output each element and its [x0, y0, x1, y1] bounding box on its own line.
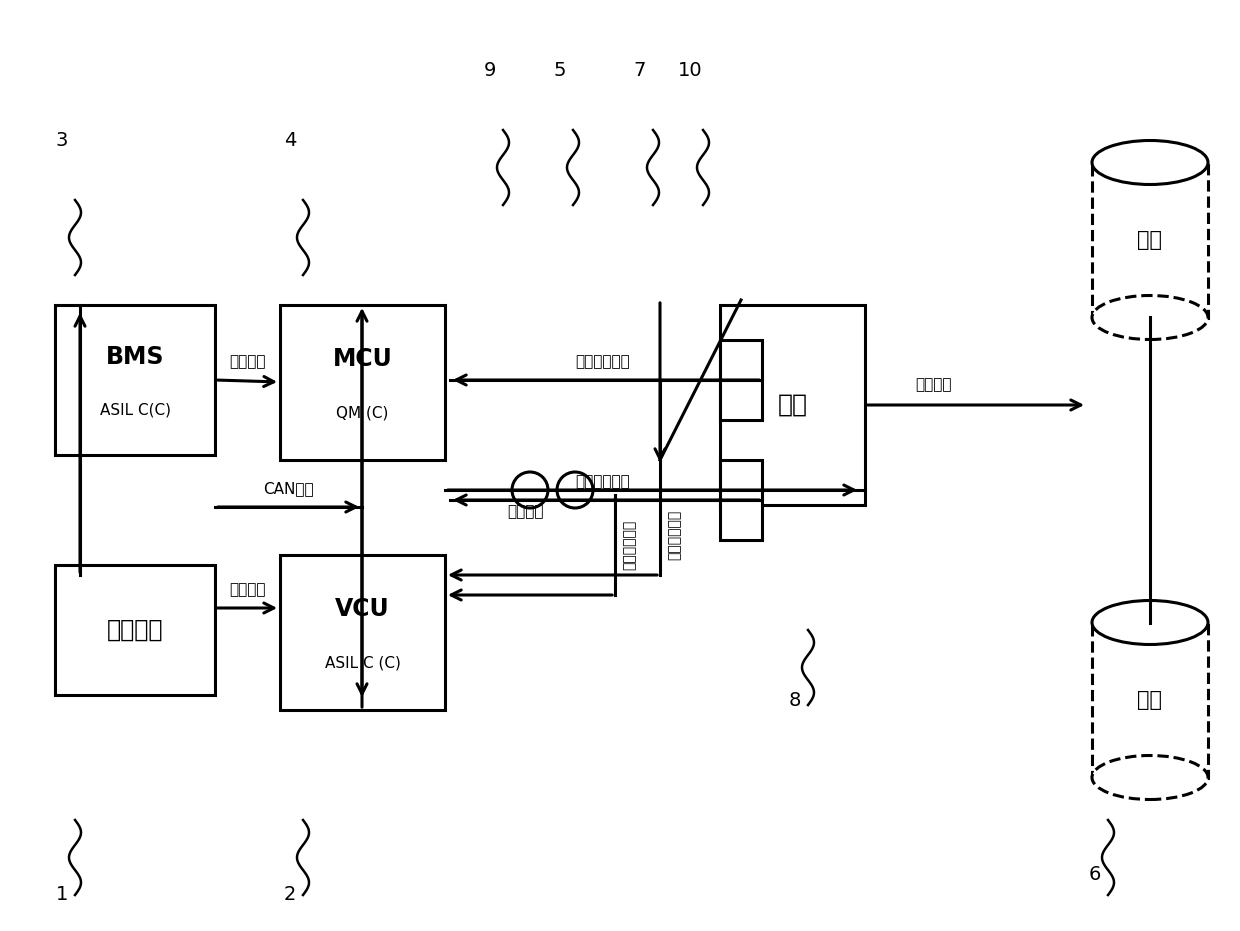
Bar — [1092, 163, 1208, 317]
Ellipse shape — [1092, 141, 1208, 184]
Text: ASIL C(C): ASIL C(C) — [99, 402, 171, 417]
Text: QM (C): QM (C) — [336, 406, 388, 421]
Bar — [720, 340, 763, 420]
Text: 2: 2 — [284, 885, 296, 905]
Text: 8: 8 — [789, 691, 801, 709]
Bar — [55, 565, 215, 695]
Ellipse shape — [1092, 755, 1208, 800]
Text: CAN通信: CAN通信 — [263, 481, 314, 496]
Text: 10: 10 — [678, 61, 702, 79]
Text: 油门信号: 油门信号 — [228, 583, 265, 598]
Text: 车轮: 车轮 — [1137, 690, 1163, 710]
Text: 油门踏板: 油门踏板 — [107, 618, 164, 642]
Text: BMS: BMS — [105, 345, 164, 370]
Text: 4: 4 — [284, 130, 296, 150]
Bar — [55, 305, 215, 455]
Text: 9: 9 — [484, 61, 496, 79]
Text: 电流采样信号: 电流采样信号 — [575, 475, 630, 490]
Text: 车轮: 车轮 — [1137, 230, 1163, 250]
Ellipse shape — [1092, 295, 1208, 340]
Text: ASIL C (C): ASIL C (C) — [325, 656, 401, 671]
Text: 5: 5 — [554, 61, 567, 79]
Bar — [1092, 623, 1208, 777]
Bar — [720, 305, 866, 505]
Bar — [280, 305, 445, 460]
Ellipse shape — [1092, 600, 1208, 644]
Text: 三相输出: 三相输出 — [507, 505, 543, 519]
Text: 电流采样信号: 电流采样信号 — [622, 519, 636, 570]
Text: 电机: 电机 — [777, 393, 807, 417]
Text: 扭矩输出: 扭矩输出 — [915, 377, 951, 393]
Text: 高压输入: 高压输入 — [228, 355, 265, 370]
Text: VCU: VCU — [335, 598, 389, 621]
Text: 7: 7 — [634, 61, 646, 79]
Bar — [280, 555, 445, 710]
Text: 角度采样信号: 角度采样信号 — [575, 355, 630, 370]
Text: 6: 6 — [1089, 866, 1101, 884]
Text: MCU: MCU — [332, 347, 392, 371]
Bar — [720, 460, 763, 540]
Text: 3: 3 — [56, 130, 68, 150]
Text: 1: 1 — [56, 885, 68, 905]
Text: 角度采样信号: 角度采样信号 — [667, 510, 681, 560]
